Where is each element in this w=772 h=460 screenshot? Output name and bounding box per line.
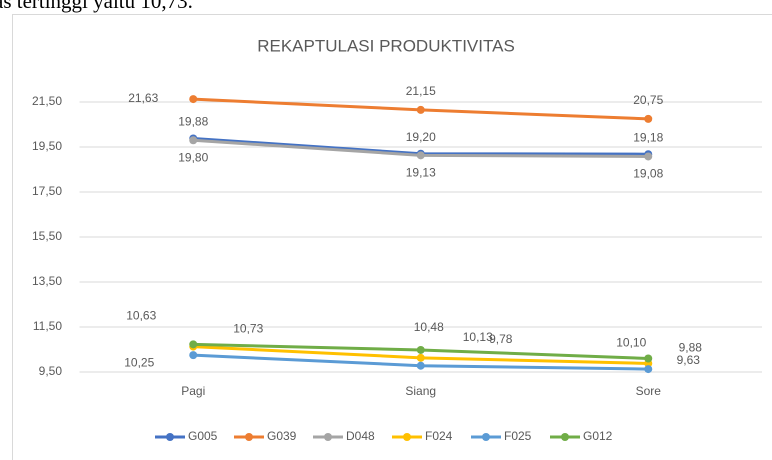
data-label: 21,63 — [128, 91, 158, 105]
x-tick-label: Pagi — [181, 384, 205, 398]
data-label: 10,13 — [463, 330, 493, 344]
legend-marker — [166, 433, 174, 441]
data-label: 9,78 — [489, 332, 513, 346]
data-label: 19,13 — [406, 165, 436, 179]
legend-label: G005 — [188, 429, 218, 443]
legend-label: G012 — [583, 429, 613, 443]
legend-marker — [324, 433, 332, 441]
y-tick-label: 15,50 — [32, 229, 62, 243]
data-label: 19,80 — [178, 150, 208, 164]
legend-label: G039 — [267, 429, 297, 443]
data-label: 19,88 — [178, 115, 208, 129]
data-point — [416, 105, 425, 114]
data-label: 10,73 — [233, 321, 263, 335]
data-label: 20,75 — [633, 93, 663, 107]
data-point — [644, 365, 653, 374]
data-point — [189, 136, 198, 145]
data-point — [416, 345, 425, 354]
page-text: as tertinggi yaitu 10,73. — [0, 0, 193, 13]
legend-marker — [245, 433, 253, 441]
data-point — [416, 361, 425, 370]
data-label: 10,63 — [126, 309, 156, 323]
data-point — [416, 353, 425, 362]
y-tick-label: 17,50 — [32, 184, 62, 198]
x-tick-label: Sore — [636, 384, 662, 398]
x-tick-label: Siang — [405, 384, 436, 398]
data-point — [644, 354, 653, 363]
legend-label: F024 — [425, 429, 453, 443]
data-label: 10,48 — [414, 320, 444, 334]
data-label: 10,25 — [124, 355, 154, 369]
legend-marker — [561, 433, 569, 441]
y-tick-label: 13,50 — [32, 274, 62, 288]
data-label: 19,20 — [406, 130, 436, 144]
data-label: 19,08 — [633, 167, 663, 181]
data-label: 21,15 — [406, 84, 436, 98]
data-point — [644, 114, 653, 123]
data-point — [416, 151, 425, 160]
chart-frame — [12, 14, 772, 460]
data-label: 9,88 — [679, 341, 703, 355]
chart-title: REKAPTULASI PRODUKTIVITAS — [257, 36, 515, 55]
data-label: 10,10 — [616, 336, 646, 350]
legend-label: F025 — [504, 429, 532, 443]
legend-label: D048 — [346, 429, 375, 443]
data-point — [644, 152, 653, 161]
legend-marker — [482, 433, 490, 441]
y-tick-label: 21,50 — [32, 94, 62, 108]
y-tick-label: 19,50 — [32, 139, 62, 153]
y-tick-label: 11,50 — [33, 319, 62, 333]
data-point — [189, 340, 198, 349]
y-tick-label: 9,50 — [39, 364, 63, 378]
data-label: 19,18 — [633, 130, 663, 144]
data-point — [189, 95, 198, 104]
data-point — [189, 351, 198, 360]
data-label: 9,63 — [677, 353, 701, 367]
legend-marker — [403, 433, 411, 441]
